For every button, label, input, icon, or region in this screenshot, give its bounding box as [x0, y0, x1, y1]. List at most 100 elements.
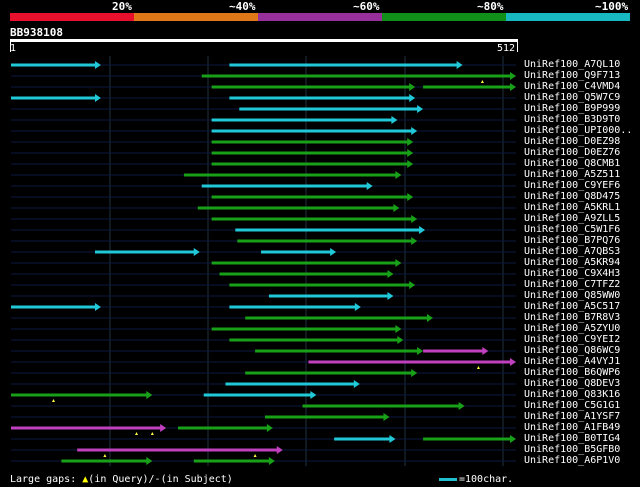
- gaps-subject-label: (in Subject): [160, 474, 233, 485]
- hit-arrowhead: [407, 149, 414, 157]
- hit-arrowhead: [389, 435, 396, 443]
- hit-arrowhead: [395, 171, 402, 179]
- hit-row[interactable]: [11, 369, 516, 377]
- hit-label[interactable]: UniRef100_Q86WC9: [524, 345, 621, 356]
- hit-row[interactable]: [11, 193, 516, 201]
- hit-row[interactable]: [11, 127, 516, 135]
- hit-row[interactable]: [11, 248, 516, 256]
- hit-row[interactable]: [11, 281, 516, 289]
- hit-label[interactable]: UniRef100_A5ZYU0: [524, 323, 621, 334]
- hit-row[interactable]: [11, 160, 516, 168]
- ruler-start: 1: [10, 43, 17, 54]
- ruler-tick-start: [10, 42, 11, 52]
- hit-label[interactable]: UniRef100_B9P999: [524, 103, 621, 114]
- hit-label[interactable]: UniRef100_B7PQ76: [524, 235, 621, 246]
- hit-row[interactable]: [11, 424, 516, 435]
- hit-label[interactable]: UniRef100_B6QWP6: [524, 367, 621, 378]
- hit-arrowhead: [387, 292, 394, 300]
- hit-row[interactable]: [11, 83, 516, 91]
- hit-row[interactable]: [11, 457, 516, 465]
- hit-row[interactable]: [11, 347, 516, 355]
- hit-label[interactable]: UniRef100_B0TIG4: [524, 433, 621, 444]
- hit-row[interactable]: [11, 380, 516, 388]
- hit-label[interactable]: UniRef100_A5C517: [524, 301, 621, 312]
- hit-arrowhead: [407, 160, 414, 168]
- legend-segment: [134, 13, 258, 21]
- hit-label[interactable]: UniRef100_Q8D475: [524, 191, 621, 202]
- hit-arrowhead: [397, 336, 404, 344]
- hit-row[interactable]: [11, 446, 516, 457]
- hit-label[interactable]: UniRef100_B3D9T0: [524, 114, 621, 125]
- hit-row[interactable]: [11, 402, 516, 410]
- scale-label: =100char.: [459, 474, 514, 485]
- hit-label[interactable]: UniRef100_B5GFB0: [524, 444, 621, 455]
- scale-bar-icon: [439, 477, 457, 481]
- hit-row[interactable]: [11, 171, 516, 179]
- hit-arrowhead: [458, 402, 465, 410]
- hit-row[interactable]: [11, 182, 516, 190]
- hit-label[interactable]: UniRef100_D0EZ98: [524, 136, 621, 147]
- hit-row[interactable]: [11, 116, 516, 124]
- hit-label[interactable]: UniRef100_Q5W7C9: [524, 92, 621, 103]
- hit-row[interactable]: [11, 61, 516, 69]
- hit-label[interactable]: UniRef100_D0EZ76: [524, 147, 621, 158]
- hit-row[interactable]: [11, 358, 516, 369]
- hit-arrowhead: [353, 380, 360, 388]
- hit-row[interactable]: [11, 72, 516, 83]
- hit-label[interactable]: UniRef100_C9X4H3: [524, 268, 621, 279]
- gaps-dash: -: [154, 474, 161, 485]
- hit-label[interactable]: UniRef100_Q85WW0: [524, 290, 621, 301]
- hit-arrowhead: [393, 204, 400, 212]
- hit-arrowhead: [510, 435, 516, 443]
- hit-label[interactable]: UniRef100_B7R8V3: [524, 312, 621, 323]
- hit-label[interactable]: UniRef100_C4VMD4: [524, 81, 621, 92]
- hit-label[interactable]: UniRef100_Q9F713: [524, 70, 621, 81]
- hit-arrowhead: [94, 61, 101, 69]
- hit-row[interactable]: [11, 215, 516, 223]
- hit-arrowhead: [407, 193, 414, 201]
- hit-label[interactable]: UniRef100_A5KR94: [524, 257, 621, 268]
- hit-arrowhead: [407, 138, 414, 146]
- hit-label[interactable]: UniRef100_Q8DEV3: [524, 378, 621, 389]
- hit-label[interactable]: UniRef100_A5KRL1: [524, 202, 621, 213]
- hit-label[interactable]: UniRef100_A6P1V0: [524, 455, 621, 466]
- hit-row[interactable]: [11, 204, 516, 212]
- hit-label[interactable]: UniRef100_A5Z511: [524, 169, 621, 180]
- legend-label-60: ~60%: [353, 0, 380, 13]
- legend-segment: [382, 13, 506, 21]
- hit-label[interactable]: UniRef100_A9ZLL5: [524, 213, 621, 224]
- hit-row[interactable]: [11, 303, 516, 311]
- hit-label[interactable]: UniRef100_A4VYJ1: [524, 356, 621, 367]
- hit-row[interactable]: [11, 336, 516, 344]
- hit-label[interactable]: UniRef100_C7TFZ2: [524, 279, 621, 290]
- hit-arrowhead: [146, 391, 153, 399]
- query-gap-mark: [103, 454, 107, 457]
- hit-row[interactable]: [11, 226, 516, 234]
- hit-row[interactable]: [11, 149, 516, 157]
- hit-row[interactable]: [11, 325, 516, 333]
- hit-row[interactable]: [11, 435, 516, 443]
- hit-row[interactable]: [11, 292, 516, 300]
- hit-arrowhead: [411, 369, 418, 377]
- hit-label[interactable]: UniRef100_A7QBS3: [524, 246, 621, 257]
- hit-label[interactable]: UniRef100_UPI000..: [524, 125, 633, 136]
- hit-row[interactable]: [11, 270, 516, 278]
- hit-label[interactable]: UniRef100_C9YEI2: [524, 334, 621, 345]
- hit-label[interactable]: UniRef100_C5W1F6: [524, 224, 621, 235]
- hit-label[interactable]: UniRef100_C9YEF6: [524, 180, 621, 191]
- hit-row[interactable]: [11, 105, 516, 113]
- hit-row[interactable]: [11, 391, 516, 402]
- hit-label[interactable]: UniRef100_A7QL10: [524, 59, 621, 70]
- hit-arrowhead: [482, 347, 489, 355]
- hit-row[interactable]: [11, 138, 516, 146]
- hit-row[interactable]: [11, 237, 516, 245]
- hit-row[interactable]: [11, 94, 516, 102]
- hit-row[interactable]: [11, 259, 516, 267]
- hit-row[interactable]: [11, 413, 516, 421]
- hit-label[interactable]: UniRef100_C5G1G1: [524, 400, 621, 411]
- hit-label[interactable]: UniRef100_Q83K16: [524, 389, 621, 400]
- hit-label[interactable]: UniRef100_A1FB49: [524, 422, 621, 433]
- hit-label[interactable]: UniRef100_A1YSF7: [524, 411, 621, 422]
- hit-row[interactable]: [11, 314, 516, 322]
- hit-label[interactable]: UniRef100_Q8CMB1: [524, 158, 621, 169]
